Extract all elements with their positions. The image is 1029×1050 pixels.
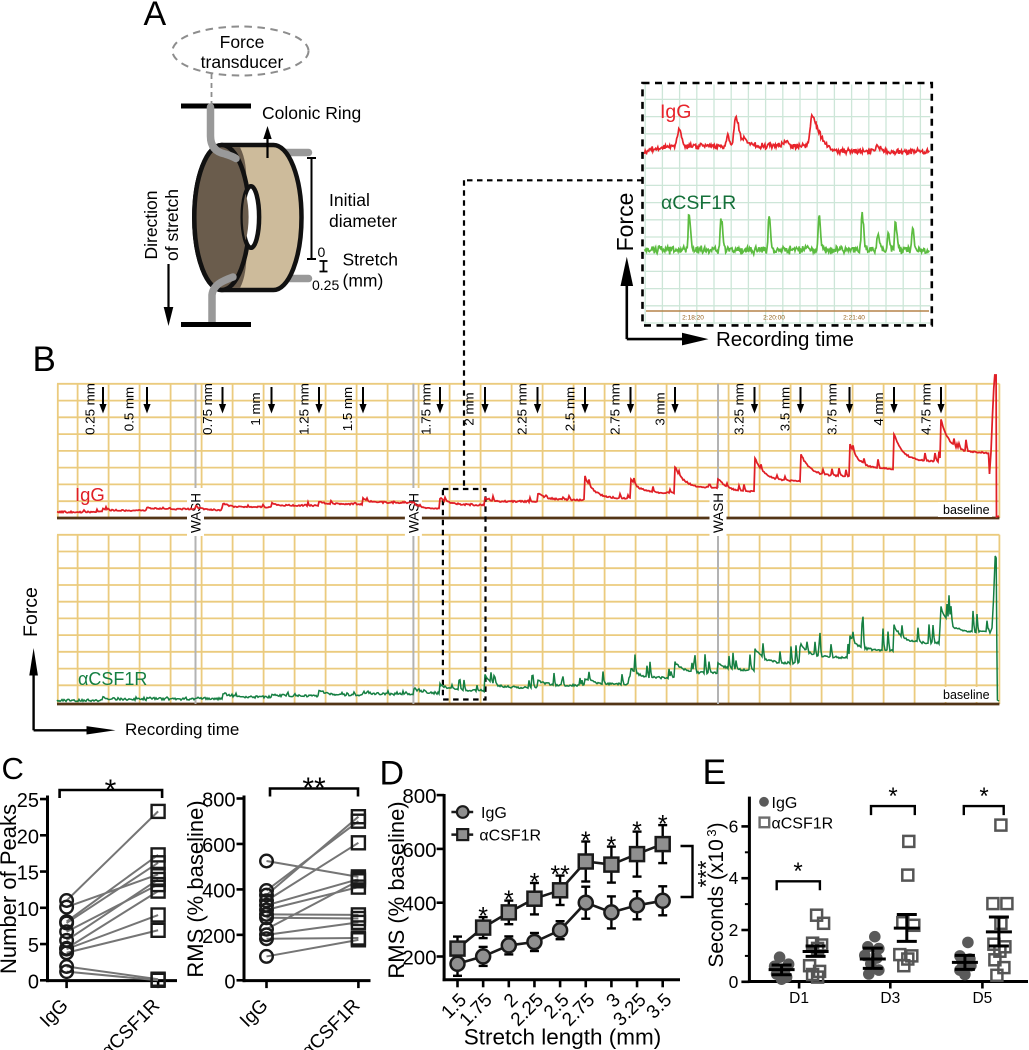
svg-text:diameter: diameter: [329, 211, 397, 231]
svg-text:4.75 mm: 4.75 mm: [919, 383, 934, 435]
svg-text:**: **: [550, 861, 570, 889]
svg-text:2.25 mm: 2.25 mm: [515, 383, 530, 435]
svg-text:2:21:40: 2:21:40: [843, 315, 865, 322]
svg-text:transducer: transducer: [201, 52, 284, 72]
svg-text:WASH: WASH: [406, 493, 421, 533]
svg-text:WASH: WASH: [711, 493, 726, 533]
svg-text:0.5 mm: 0.5 mm: [122, 387, 137, 431]
svg-text:600: 600: [202, 835, 235, 857]
svg-text:200: 200: [402, 947, 436, 970]
svg-text:1.25 mm: 1.25 mm: [297, 383, 312, 435]
svg-text:1 mm: 1 mm: [248, 392, 263, 425]
svg-text:Recording time: Recording time: [716, 328, 854, 351]
svg-text:IgG: IgG: [772, 795, 798, 812]
svg-text:0.25 mm: 0.25 mm: [83, 383, 98, 435]
svg-text:*: *: [632, 817, 642, 845]
svg-text:0: 0: [224, 971, 235, 993]
svg-text:Initial: Initial: [329, 190, 370, 210]
svg-text:2.5 mm: 2.5 mm: [563, 387, 578, 431]
svg-text:IgG: IgG: [481, 805, 507, 822]
svg-text:25: 25: [17, 790, 39, 812]
svg-text:6: 6: [729, 816, 739, 836]
svg-text:D3: D3: [880, 990, 900, 1007]
svg-text:B: B: [33, 340, 56, 379]
svg-text:3.75 mm: 3.75 mm: [825, 383, 840, 435]
svg-text:C: C: [2, 751, 24, 786]
svg-text:D: D: [380, 755, 405, 793]
svg-text:0.75 mm: 0.75 mm: [200, 383, 215, 435]
svg-text:Stretch length (mm): Stretch length (mm): [464, 1025, 662, 1050]
svg-text:Force: Force: [20, 587, 42, 637]
svg-text:Direction: Direction: [141, 190, 161, 259]
svg-text:0: 0: [729, 972, 739, 992]
svg-text:2: 2: [729, 920, 739, 940]
svg-text:*: *: [530, 868, 540, 896]
svg-text:1.5 mm: 1.5 mm: [340, 387, 355, 431]
svg-text:D5: D5: [972, 990, 992, 1007]
svg-text:αCSF1R: αCSF1R: [78, 669, 147, 689]
svg-text:200: 200: [202, 926, 235, 948]
svg-text:A: A: [144, 0, 167, 33]
svg-text:0: 0: [318, 244, 326, 260]
svg-text:Number of Peaks: Number of Peaks: [0, 804, 21, 974]
svg-text:10: 10: [17, 899, 39, 921]
svg-text:baseline: baseline: [943, 503, 990, 517]
svg-text:4 mm: 4 mm: [871, 392, 886, 425]
svg-text:*: *: [658, 810, 668, 838]
svg-text:400: 400: [202, 880, 235, 902]
svg-text:5: 5: [28, 935, 39, 957]
svg-text:*: *: [478, 902, 488, 930]
svg-text:RMS (% baseline): RMS (% baseline): [183, 800, 208, 977]
svg-text:Force: Force: [220, 32, 265, 52]
svg-text:600: 600: [402, 839, 436, 862]
svg-text:IgG: IgG: [75, 484, 105, 505]
svg-text:WASH: WASH: [189, 493, 204, 533]
svg-text:αCSF1R: αCSF1R: [772, 816, 834, 833]
svg-text:0.25: 0.25: [312, 277, 339, 293]
svg-text:IgG: IgG: [660, 101, 691, 123]
svg-text:2.75 mm: 2.75 mm: [608, 383, 623, 435]
svg-text:Recording time: Recording time: [125, 720, 239, 739]
svg-text:800: 800: [402, 785, 436, 808]
svg-text:Stretch: Stretch: [343, 250, 398, 270]
svg-text:(mm): (mm): [343, 271, 384, 291]
svg-text:Seconds (x10 3): Seconds (x10 3): [704, 822, 728, 967]
svg-text:800: 800: [202, 790, 235, 812]
svg-text:2:20:00: 2:20:00: [763, 315, 785, 322]
svg-text:20: 20: [17, 826, 39, 848]
svg-text:αCSF1R: αCSF1R: [479, 827, 541, 844]
svg-text:*: *: [607, 832, 617, 860]
svg-text:4: 4: [729, 868, 739, 888]
svg-text:**: **: [302, 772, 326, 805]
svg-text:E: E: [703, 752, 727, 792]
svg-text:3 mm: 3 mm: [653, 392, 668, 425]
svg-text:*: *: [581, 827, 591, 855]
svg-text:3.5 mm: 3.5 mm: [778, 387, 793, 431]
svg-text:*: *: [105, 774, 117, 807]
svg-text:1.75 mm: 1.75 mm: [419, 383, 434, 435]
svg-text:αCSF1R: αCSF1R: [661, 192, 736, 214]
svg-text:*: *: [888, 783, 897, 810]
svg-text:*: *: [979, 783, 988, 810]
svg-text:Colonic Ring: Colonic Ring: [262, 103, 361, 123]
svg-text:3.25 mm: 3.25 mm: [732, 383, 747, 435]
svg-text:0: 0: [28, 971, 39, 993]
svg-text:400: 400: [402, 893, 436, 916]
svg-text:baseline: baseline: [943, 688, 990, 702]
svg-text:2 mm: 2 mm: [462, 392, 477, 425]
svg-text:2:18:20: 2:18:20: [682, 315, 704, 322]
svg-text:RMS (% baseline): RMS (% baseline): [384, 801, 409, 978]
svg-text:*: *: [504, 886, 514, 914]
svg-text:Force: Force: [612, 193, 638, 252]
svg-text:of stretch: of stretch: [162, 189, 182, 261]
svg-text:15: 15: [17, 863, 39, 885]
svg-text:***: ***: [693, 861, 719, 888]
svg-text:D1: D1: [789, 990, 809, 1007]
svg-text:*: *: [793, 858, 802, 885]
